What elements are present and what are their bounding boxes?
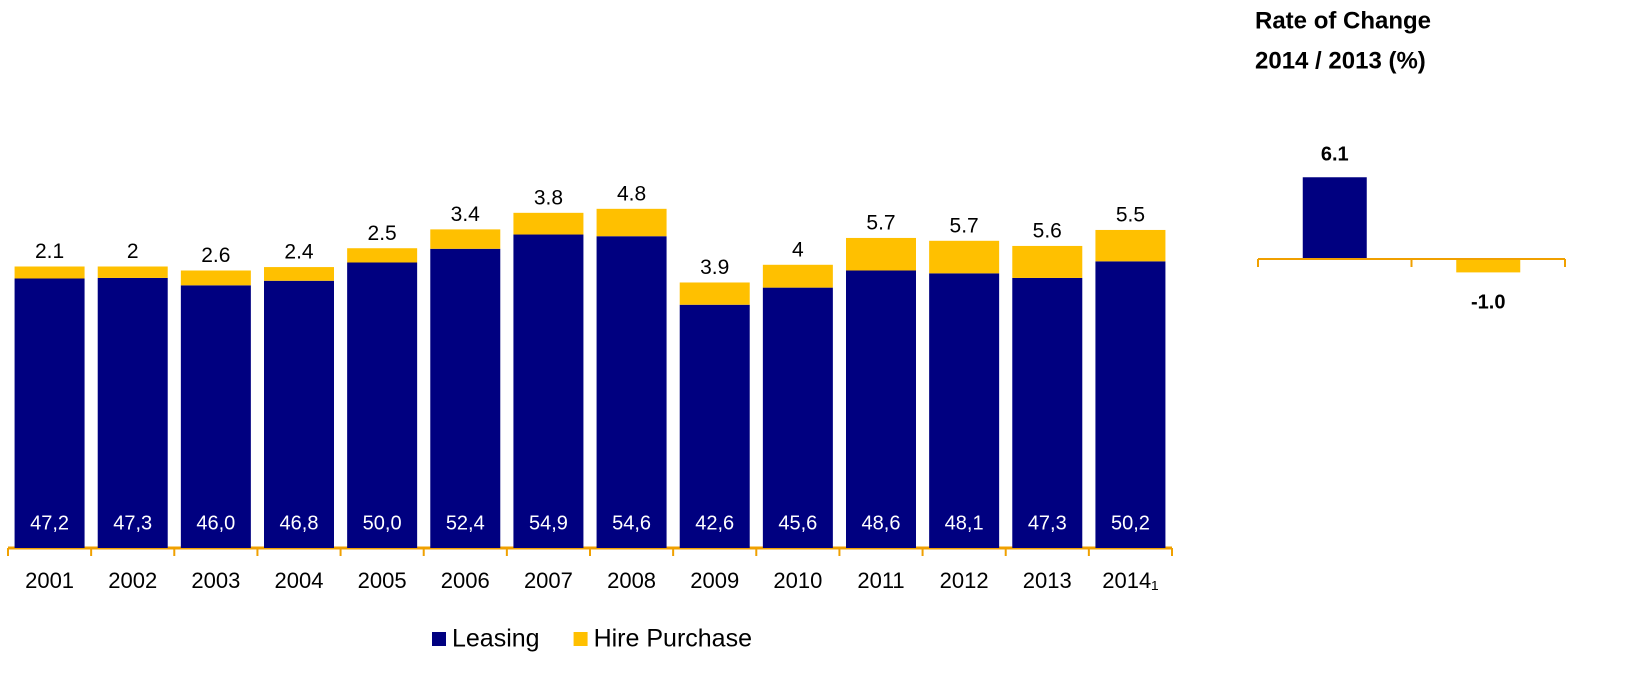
value-label: 47,3 (113, 512, 152, 534)
value-label: 47,3 (1028, 512, 1067, 534)
bar-segment (679, 304, 750, 548)
value-label: 2 (127, 240, 139, 263)
x-tick-label: 2013 (1023, 568, 1072, 593)
bar-segment (596, 208, 667, 237)
x-tick-label: 2001 (25, 568, 74, 593)
bar-segment (14, 266, 85, 279)
value-label: 48,6 (862, 512, 901, 534)
x-tick-label: 2009 (690, 568, 739, 593)
x-tick-label: 2002 (108, 568, 157, 593)
bar (1456, 259, 1521, 273)
bar-segment (180, 270, 251, 286)
x-tick-label: 2006 (441, 568, 490, 593)
value-label: 3.8 (534, 186, 563, 209)
bar-segment (347, 262, 418, 548)
value-label: 54,6 (612, 512, 651, 534)
x-tick-label: 2012 (940, 568, 989, 593)
bar-segment (596, 236, 667, 548)
value-label: 42,6 (695, 512, 734, 534)
legend-swatch (573, 632, 588, 646)
value-label: 2.1 (35, 240, 64, 263)
bar-segment (1095, 261, 1166, 548)
bar-segment (1095, 229, 1166, 262)
bar-segment (762, 264, 833, 288)
legend-swatch (432, 632, 446, 646)
x-tick-label: 2014₁ (1102, 568, 1158, 593)
bar-segment (1012, 245, 1083, 278)
bar-segment (97, 277, 168, 548)
value-label: 46,8 (280, 512, 319, 534)
value-label: 5.5 (1116, 203, 1145, 226)
legend-label: Leasing (452, 625, 540, 653)
value-label: 2.6 (201, 244, 230, 267)
x-tick-label: 2004 (275, 568, 324, 593)
x-tick-label: 2005 (358, 568, 407, 593)
x-tick-label: 2003 (191, 568, 240, 593)
value-label: 3.9 (700, 256, 729, 279)
value-label: 46,0 (196, 512, 235, 534)
side-title: Rate of Change (1255, 7, 1431, 34)
value-label: 50,0 (363, 512, 402, 534)
value-label: 5.6 (1033, 219, 1062, 242)
bar-segment (1012, 277, 1083, 548)
bar-segment (180, 285, 251, 548)
value-label: 2.5 (368, 222, 397, 245)
value-label: 4 (792, 238, 804, 261)
value-label: 5.7 (950, 214, 979, 237)
bar-segment (846, 270, 916, 548)
bar-segment (679, 282, 750, 305)
bar-segment (430, 229, 501, 249)
bar-segment (97, 266, 168, 278)
x-tick-label: 2010 (773, 568, 822, 593)
bar-segment (14, 278, 85, 548)
bar (1302, 177, 1367, 259)
bar-segment (846, 237, 916, 271)
value-label: 3.4 (451, 203, 481, 226)
value-label: -1.0 (1471, 292, 1505, 314)
bar-segment (347, 248, 418, 263)
bar-segment (430, 248, 501, 548)
value-label: 50,2 (1111, 512, 1150, 534)
x-tick-label: 2011 (857, 568, 904, 593)
bar-segment (513, 234, 584, 548)
x-tick-label: 2007 (524, 568, 573, 593)
value-label: 52,4 (446, 512, 485, 534)
value-label: 5.7 (866, 211, 895, 234)
value-label: 45,6 (778, 512, 817, 534)
bar-segment (929, 240, 1000, 274)
bar-segment (762, 287, 833, 548)
value-label: 48,1 (945, 512, 984, 534)
x-tick-label: 2008 (607, 568, 656, 593)
value-label: 2.4 (284, 241, 314, 264)
bar-segment (513, 212, 584, 235)
bar-segment (264, 267, 334, 281)
legend-label: Hire Purchase (594, 625, 752, 653)
bar-segment (264, 280, 334, 548)
value-label: 6.1 (1321, 144, 1349, 166)
bar-segment (929, 273, 1000, 548)
value-label: 54,9 (529, 512, 568, 534)
value-label: 4.8 (617, 182, 646, 205)
value-label: 47,2 (30, 512, 69, 534)
side-subtitle: 2014 / 2013 (%) (1255, 47, 1426, 74)
